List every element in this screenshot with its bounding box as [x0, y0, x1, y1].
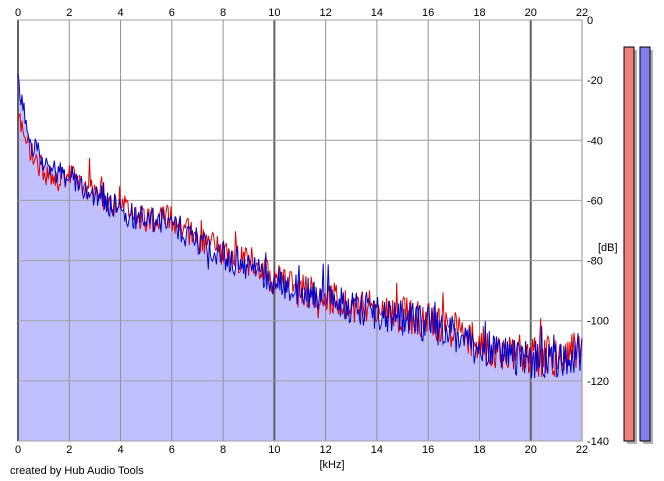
x-tick-label-bottom-0: 0: [15, 444, 21, 456]
x-tick-label-bottom-20: 20: [525, 444, 537, 456]
x-axis-top-tick-labels: 0 2 4 6 8 10 12 14 16 18 20 22: [15, 7, 588, 19]
x-tick-label-top-18: 18: [473, 7, 485, 19]
y-tick-label-m100: -100: [587, 316, 609, 328]
x-tick-label-bottom-22: 22: [576, 444, 588, 456]
level-meters: [623, 46, 653, 444]
x-tick-label-top-2: 2: [66, 7, 72, 19]
grid-lines: [17, 19, 583, 442]
x-tick-label-bottom-6: 6: [169, 444, 175, 456]
y-axis-tick-labels: 0 -20 -40 -60 -80 -100 -120 -140: [587, 15, 609, 448]
y-axis-title: [dB]: [598, 242, 618, 254]
x-tick-label-top-20: 20: [525, 7, 537, 19]
x-tick-label-top-6: 6: [169, 7, 175, 19]
x-axis-title: [kHz]: [319, 459, 344, 471]
x-tick-label-top-22: 22: [576, 7, 588, 19]
x-tick-label-top-8: 8: [220, 7, 226, 19]
x-tick-label-bottom-14: 14: [371, 444, 383, 456]
spectrum-area-fill: [18, 74, 582, 441]
y-tick-label-m80: -80: [587, 256, 603, 268]
x-tick-label-top-10: 10: [268, 7, 280, 19]
y-tick-label-m40: -40: [587, 135, 603, 147]
x-tick-label-bottom-10: 10: [268, 444, 280, 456]
x-tick-label-bottom-18: 18: [473, 444, 485, 456]
x-tick-label-bottom-12: 12: [320, 444, 332, 456]
y-tick-label-0: 0: [587, 15, 593, 27]
x-tick-label-bottom-16: 16: [422, 444, 434, 456]
x-tick-label-top-0: 0: [15, 7, 21, 19]
x-tick-label-bottom-8: 8: [220, 444, 226, 456]
x-tick-label-top-16: 16: [422, 7, 434, 19]
y-tick-label-m140: -140: [587, 436, 609, 448]
level-meter-right: [639, 46, 651, 442]
credit-text: created by Hub Audio Tools: [10, 465, 144, 477]
x-tick-label-bottom-2: 2: [66, 444, 72, 456]
level-meter-left: [623, 46, 635, 442]
x-tick-label-top-14: 14: [371, 7, 383, 19]
x-tick-label-bottom-4: 4: [117, 444, 123, 456]
x-axis-bottom-tick-labels: 0 2 4 6 8 10 12 14 16 18 20 22: [15, 444, 588, 456]
y-tick-label-m20: -20: [587, 75, 603, 87]
series-lines: [17, 74, 583, 379]
y-tick-label-m60: -60: [587, 195, 603, 207]
x-tick-label-top-12: 12: [320, 7, 332, 19]
series-line-1: [17, 74, 583, 379]
x-tick-label-top-4: 4: [117, 7, 123, 19]
y-tick-label-m120: -120: [587, 376, 609, 388]
